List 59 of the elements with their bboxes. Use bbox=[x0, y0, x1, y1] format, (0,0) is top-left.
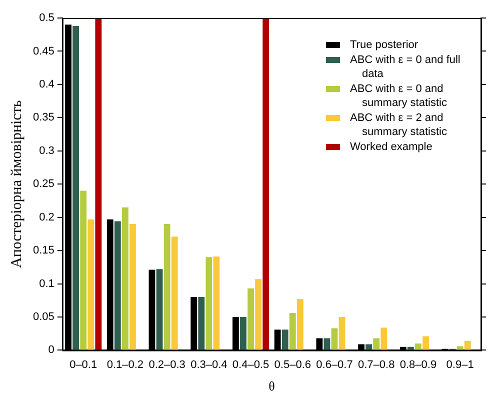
bar bbox=[248, 288, 254, 350]
legend-label: Worked example bbox=[350, 140, 434, 154]
x-tick-label: 0.2–0.3 bbox=[148, 358, 186, 371]
x-tick-label: 0.7–0.8 bbox=[358, 358, 395, 371]
y-tick-label: 0.2 bbox=[39, 211, 54, 224]
bar bbox=[72, 26, 80, 350]
y-tick-label: 0.5 bbox=[39, 12, 54, 24]
x-tick-label: 0.3–0.4 bbox=[190, 358, 228, 371]
y-tick-label: 0.1 bbox=[39, 278, 54, 290]
bar bbox=[415, 344, 422, 350]
bar bbox=[296, 299, 304, 350]
bar bbox=[156, 269, 163, 350]
bar bbox=[88, 219, 94, 350]
bar bbox=[114, 221, 121, 350]
y-tick-label: 0.15 bbox=[32, 244, 54, 257]
x-tick-label: 0–0.1 bbox=[70, 358, 98, 371]
y-tick-label: 0.25 bbox=[32, 178, 54, 190]
bar bbox=[240, 316, 246, 350]
legend-label: ABC with ε = 2 and summary statistic bbox=[350, 111, 448, 139]
bar bbox=[407, 346, 414, 350]
bar bbox=[213, 256, 220, 350]
bar bbox=[324, 338, 330, 350]
bar bbox=[122, 207, 128, 350]
bar bbox=[366, 344, 372, 350]
y-tick-label: 0 bbox=[48, 344, 54, 356]
x-tick-label: 0.9–1 bbox=[446, 358, 474, 371]
y-tick-label: 0.3 bbox=[39, 144, 54, 157]
bar bbox=[198, 297, 205, 350]
bar bbox=[380, 328, 388, 350]
bar bbox=[331, 328, 338, 350]
x-tick-label: 0.4–0.5 bbox=[232, 358, 270, 371]
legend-label: ABC with ε = 0 and full data bbox=[350, 53, 462, 81]
bar bbox=[373, 338, 380, 350]
bar bbox=[255, 279, 262, 350]
bar bbox=[456, 346, 464, 350]
bar bbox=[262, 18, 270, 350]
bar bbox=[130, 224, 136, 350]
bar bbox=[164, 224, 170, 350]
y-tick-label: 0.4 bbox=[39, 78, 54, 90]
legend-label: True posterior bbox=[350, 38, 420, 52]
y-tick-label: 0.35 bbox=[32, 112, 54, 124]
bar bbox=[95, 18, 102, 350]
x-axis-title: θ bbox=[268, 378, 275, 394]
y-axis-title: Апостеріорна ймовірність bbox=[8, 100, 25, 268]
bar bbox=[289, 312, 296, 350]
y-tick-label: 0.05 bbox=[32, 311, 54, 324]
x-tick-label: 0.6–0.7 bbox=[316, 358, 353, 371]
bar bbox=[464, 340, 471, 350]
bar bbox=[282, 330, 288, 350]
bar bbox=[80, 190, 87, 350]
y-tick-label: 0.45 bbox=[32, 45, 54, 58]
bar bbox=[422, 336, 429, 350]
legend-label: ABC with ε = 0 and summary statistic bbox=[350, 82, 448, 110]
bar bbox=[206, 257, 212, 350]
x-tick-label: 0.5–0.6 bbox=[274, 358, 311, 371]
bar bbox=[171, 236, 178, 350]
bar bbox=[338, 316, 346, 350]
x-tick-label: 0.1–0.2 bbox=[106, 358, 144, 371]
x-tick-label: 0.8–0.9 bbox=[400, 358, 437, 371]
